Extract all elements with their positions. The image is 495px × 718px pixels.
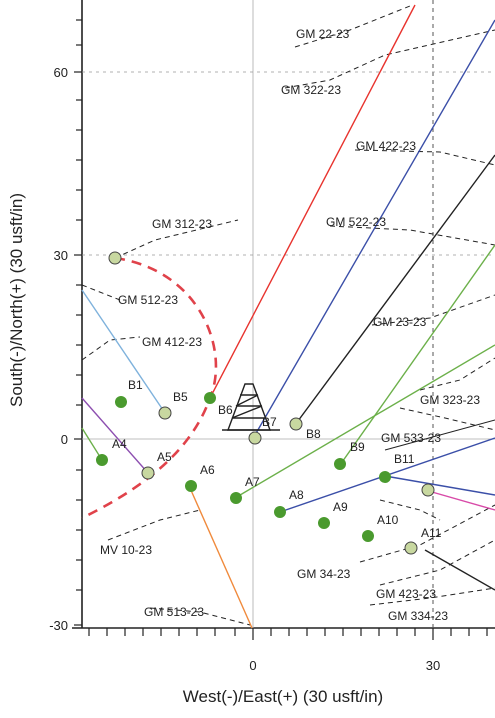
trajectory-b11 <box>384 475 495 496</box>
label-gm-323-23: GM 323-23 <box>420 393 480 407</box>
y-tick-label: 0 <box>61 432 68 447</box>
x-tick-label: 30 <box>426 658 440 673</box>
trajectory-gm-422-23 <box>254 19 495 436</box>
slot-label-b9: B9 <box>350 440 365 454</box>
well-trajectories <box>81 4 495 629</box>
slot-dot <box>141 466 155 480</box>
y-tick-label: -30 <box>49 618 68 633</box>
slot-dot <box>185 480 197 492</box>
label-gm-412-23: GM 412-23 <box>142 335 202 349</box>
label-leader-lines <box>81 5 495 626</box>
slot-label-a9: A9 <box>333 500 348 514</box>
trajectory-a4 <box>81 427 103 461</box>
trajectory-gm-513-23 <box>189 487 253 629</box>
slot-dot <box>379 471 391 483</box>
rig-icon <box>222 383 280 431</box>
slot-markers <box>96 251 435 555</box>
label-gm-513-23: GM 513-23 <box>144 605 204 619</box>
slot-label-a10: A10 <box>377 513 399 527</box>
label-gm-22-23: GM 22-23 <box>296 27 350 41</box>
axis-ticks <box>74 19 488 640</box>
slot-label-b7: B7 <box>262 415 277 429</box>
label-gm-312-23: GM 312-23 <box>152 217 212 231</box>
label-gm-533-23: GM 533-23 <box>381 431 441 445</box>
slot-dot <box>204 392 216 404</box>
x-axis-title: West(-)/East(+) (30 usft/in) <box>183 687 383 706</box>
slot-labels: A4 A5 A6 A7 A8 A9 A10 A11 B1 B5 B6 B7 B8… <box>112 378 442 540</box>
slot-dot <box>274 506 286 518</box>
slot-label-a7: A7 <box>245 475 260 489</box>
slot-dot <box>421 483 435 497</box>
slot-dot <box>404 541 418 555</box>
label-gm-23-23: GM 23-23 <box>373 315 427 329</box>
well-labels: GM 22-23 GM 322-23 GM 422-23 GM 522-23 G… <box>100 27 480 623</box>
x-tick-label: 0 <box>249 658 256 673</box>
y-tick-label: 60 <box>54 65 68 80</box>
slot-dot <box>334 458 346 470</box>
slot-dot <box>318 517 330 529</box>
label-gm-322-23: GM 322-23 <box>281 83 341 97</box>
trajectory-gm-22-23 <box>209 4 416 399</box>
label-gm-334-23: GM 334-23 <box>388 609 448 623</box>
trajectory-a11 <box>424 489 495 511</box>
slot-label-b11: B11 <box>394 452 415 466</box>
slot-dot <box>158 406 172 420</box>
slot-label-b5: B5 <box>173 390 188 404</box>
slot-dot <box>96 454 108 466</box>
trajectory-gm-23-23 <box>234 344 495 499</box>
slot-dot <box>108 251 122 265</box>
trajectory-gm-34-23 <box>424 549 495 591</box>
slot-label-b6: B6 <box>218 403 233 417</box>
slot-dot <box>248 431 262 445</box>
label-gm-423-23: GM 423-23 <box>376 587 436 601</box>
trajectory-gm-512-23 <box>81 289 166 414</box>
slot-label-a5: A5 <box>157 450 172 464</box>
label-gm-422-23: GM 422-23 <box>356 139 416 153</box>
slot-dot <box>289 417 303 431</box>
slot-label-a6: A6 <box>200 463 215 477</box>
slot-label-b8: B8 <box>306 427 321 441</box>
trajectory-gm-323-23 <box>339 244 495 466</box>
slot-label-b1: B1 <box>128 378 143 392</box>
y-tick-label: 30 <box>54 248 68 263</box>
label-mv-10-23: MV 10-23 <box>100 543 152 557</box>
slot-label-a11: A11 <box>421 526 442 540</box>
slot-label-a8: A8 <box>289 488 304 502</box>
label-gm-34-23: GM 34-23 <box>297 567 351 581</box>
label-gm-512-23: GM 512-23 <box>118 293 178 307</box>
slot-dot <box>362 530 374 542</box>
trajectory-a5 <box>81 397 149 474</box>
slot-dot <box>230 492 242 504</box>
trajectory-a10 <box>384 419 495 451</box>
trajectory-gm-522-23 <box>294 154 495 426</box>
y-axis-title: South(-)/North(+) (30 usft/in) <box>7 193 26 407</box>
slot-dot <box>115 396 127 408</box>
slot-label-a4: A4 <box>112 437 127 451</box>
label-gm-522-23: GM 522-23 <box>326 215 386 229</box>
